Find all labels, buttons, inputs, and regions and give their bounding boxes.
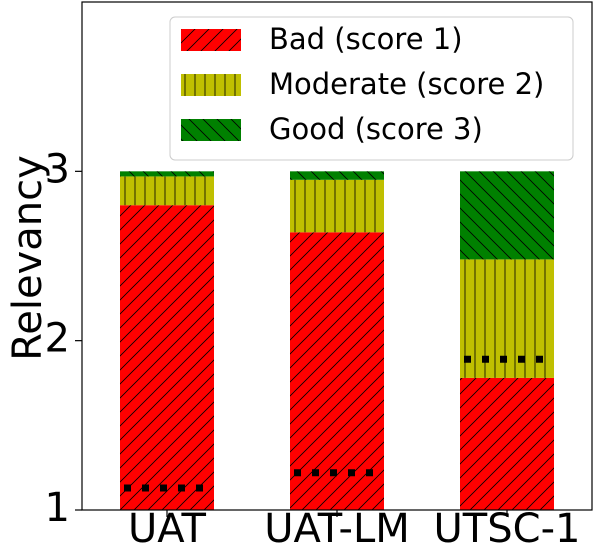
legend-swatch-hatch	[181, 119, 241, 141]
bar-segment	[290, 232, 384, 510]
bar-segment	[460, 377, 554, 510]
bar-hatch	[460, 377, 554, 510]
legend-label: Moderate (score 2)	[269, 67, 544, 101]
y-axis-label: Relevancy	[5, 155, 51, 361]
bar-hatch	[290, 171, 384, 180]
bar-segment	[460, 171, 554, 260]
plot-frame	[81, 1, 593, 511]
bar-segment	[290, 179, 384, 233]
bar-hatch	[120, 171, 214, 177]
legend-swatch-hatch	[181, 29, 241, 51]
x-tick-label: UTSC-1	[434, 506, 581, 549]
legend-label: Good (score 3)	[269, 112, 483, 146]
bar-hatch	[120, 205, 214, 510]
y-tick-label: 3	[45, 146, 70, 192]
bar-hatch	[460, 171, 554, 260]
x-tick-label: UAT	[128, 506, 207, 549]
bar-segment	[290, 171, 384, 180]
legend-swatch-hatch	[181, 74, 241, 96]
y-tick-label: 1	[45, 485, 70, 531]
legend-box	[169, 16, 574, 161]
bar-segment	[120, 176, 214, 206]
bar-hatch	[290, 232, 384, 510]
bar-segment	[120, 205, 214, 510]
bar-hatch	[290, 179, 384, 233]
y-tick-label: 2	[45, 316, 70, 362]
legend-label: Bad (score 1)	[269, 22, 463, 56]
x-tick-label: UAT-LM	[264, 506, 410, 549]
bar-segment	[120, 171, 214, 177]
bar-hatch	[120, 176, 214, 206]
